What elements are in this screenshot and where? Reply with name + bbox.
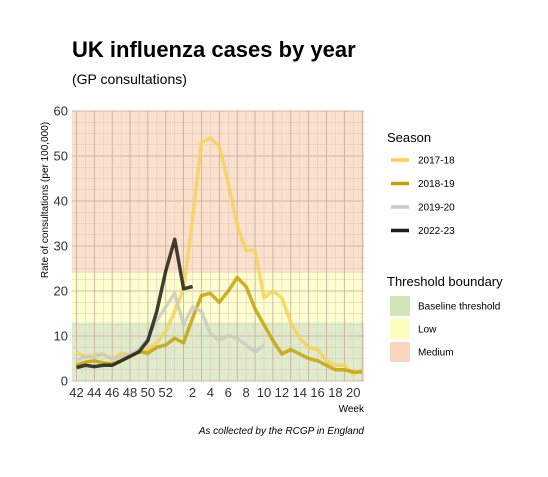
x-tick-label: 16	[310, 385, 324, 400]
legend-band-swatch-2	[390, 342, 410, 362]
legend-band-label-2: Medium	[418, 348, 454, 359]
x-tick-label: 44	[87, 385, 101, 400]
x-tick-label: 46	[105, 385, 119, 400]
x-tick-label: 50	[141, 385, 155, 400]
y-tick-label: 60	[54, 104, 68, 119]
legend-band-swatch-0	[390, 296, 410, 316]
legend-threshold-title: Threshold boundary	[387, 274, 503, 289]
legend-label-2018-19: 2018-19	[418, 179, 455, 190]
plot-area	[72, 111, 364, 381]
x-tick-label: 6	[225, 385, 232, 400]
x-tick-label: 14	[292, 385, 306, 400]
threshold-band-1	[72, 273, 364, 323]
x-tick-label: 52	[159, 385, 173, 400]
legend-label-2019-20: 2019-20	[418, 203, 455, 214]
legend-band-label-1: Low	[418, 325, 437, 336]
y-tick-label: 0	[61, 374, 68, 389]
x-axis-label: Week	[339, 404, 365, 415]
legend-label-2022-23: 2022-23	[418, 226, 455, 237]
x-tick-label: 8	[243, 385, 250, 400]
y-tick-label: 40	[54, 194, 68, 209]
legend-label-2017-18: 2017-18	[418, 156, 455, 167]
chart-title: UK influenza cases by year	[72, 37, 356, 62]
y-tick-label: 20	[54, 284, 68, 299]
x-tick-label: 42	[69, 385, 83, 400]
x-tick-label: 20	[346, 385, 360, 400]
y-tick-label: 10	[54, 329, 68, 344]
x-tick-label: 48	[123, 385, 137, 400]
x-tick-label: 10	[257, 385, 271, 400]
y-tick-label: 50	[54, 149, 68, 164]
chart-subtitle: (GP consultations)	[72, 71, 187, 87]
y-tick-label: 30	[54, 239, 68, 254]
x-tick-label: 12	[275, 385, 289, 400]
legend-season-title: Season	[387, 130, 431, 145]
legend-band-swatch-1	[390, 319, 410, 339]
x-tick-label: 2	[189, 385, 196, 400]
x-tick-label: 4	[207, 385, 214, 400]
x-tick-label: 18	[328, 385, 342, 400]
y-axis-label: Rate of consultations (per 100,000)	[40, 122, 51, 278]
threshold-band-2	[72, 111, 364, 273]
legend-band-label-0: Baseline threshold	[418, 302, 500, 313]
chart-caption: As collected by the RCGP in England	[198, 426, 365, 437]
